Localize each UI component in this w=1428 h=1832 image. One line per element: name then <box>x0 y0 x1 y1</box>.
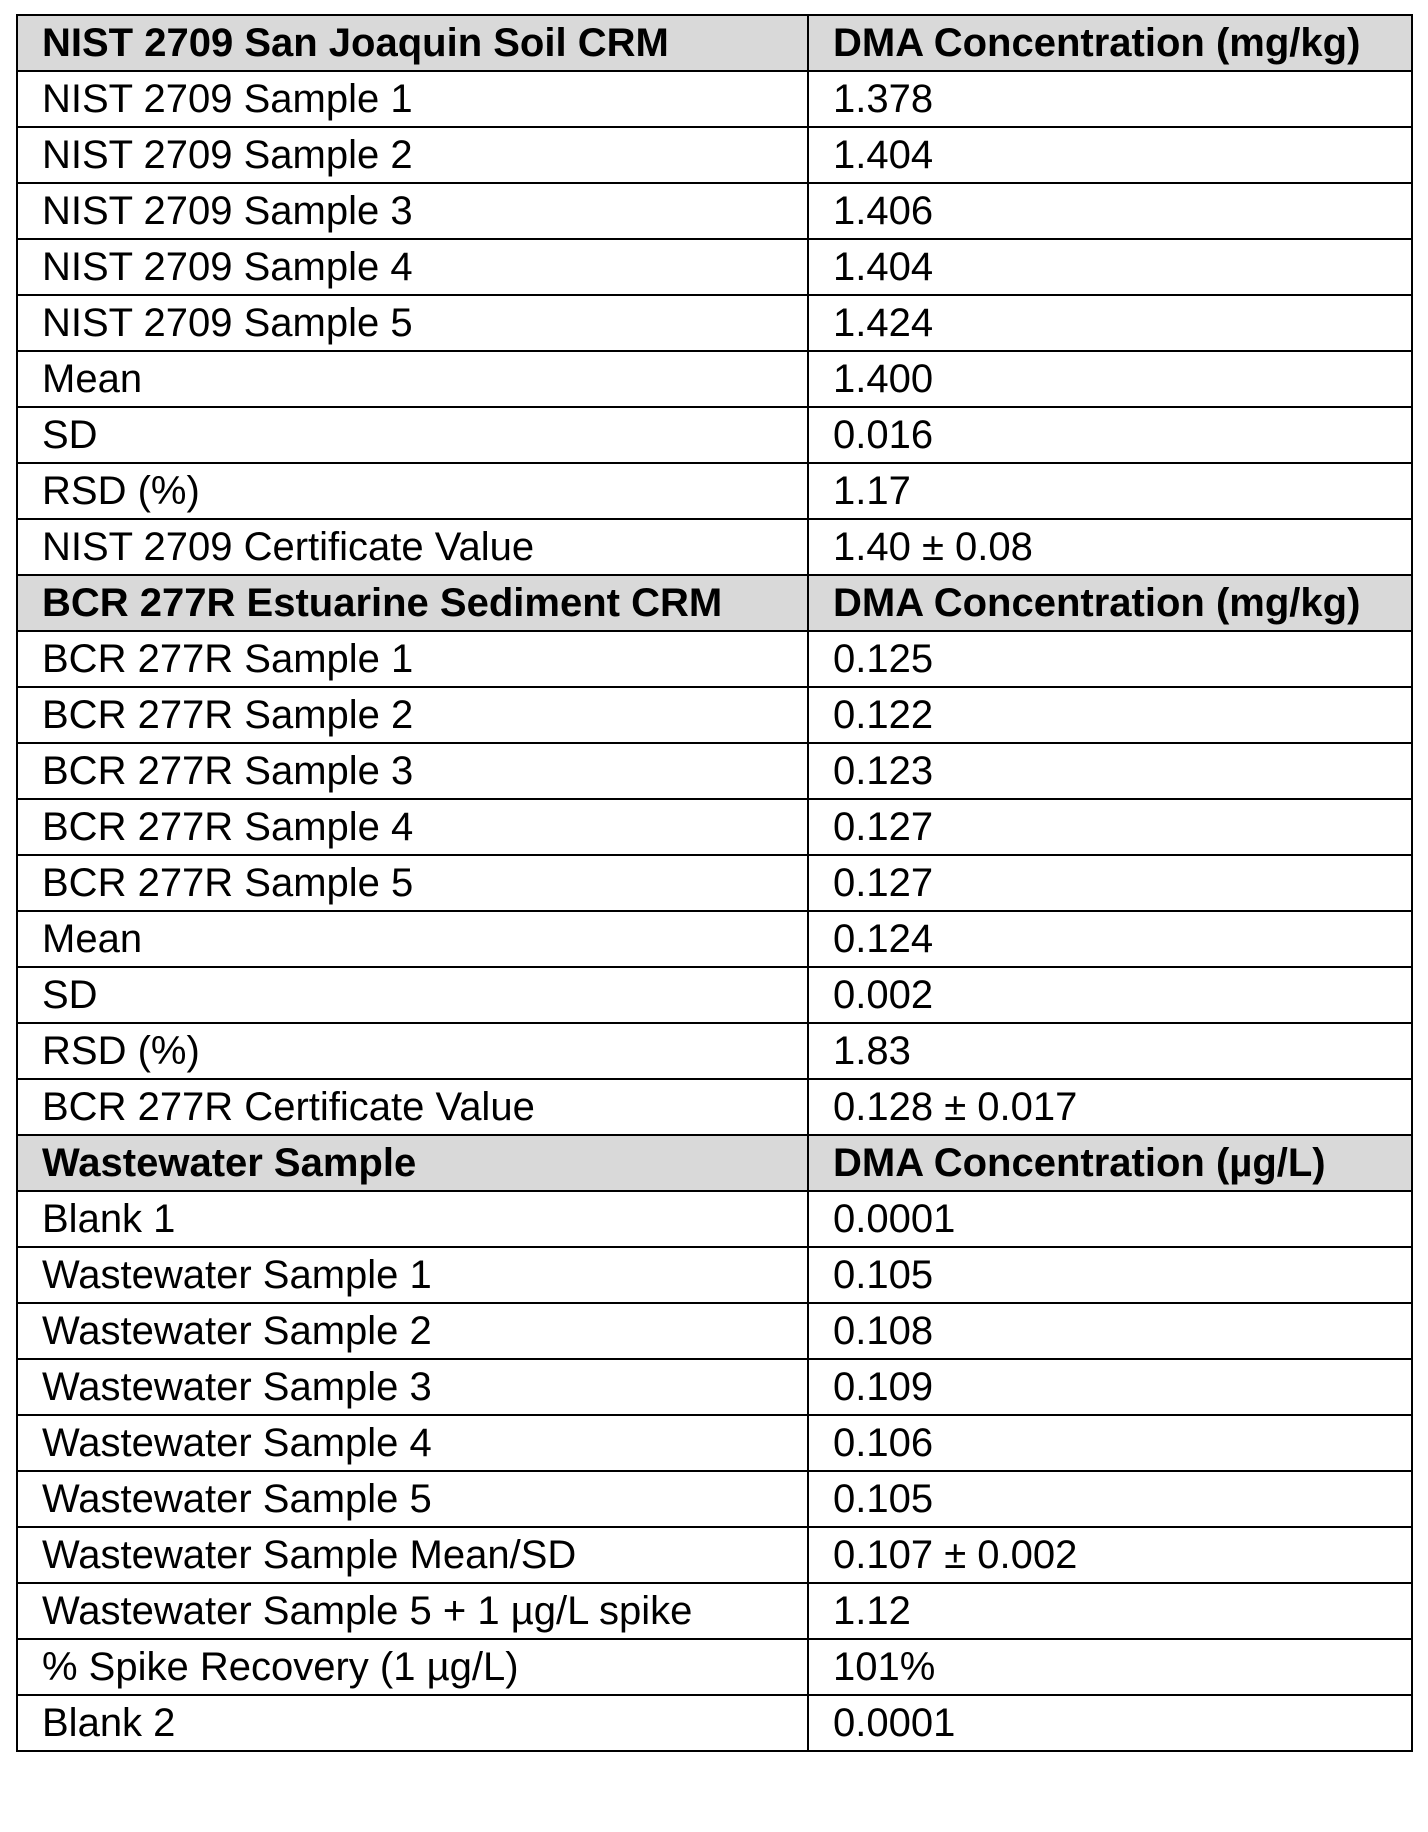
section-header-wastewater: Wastewater Sample DMA Concentration (µg/… <box>16 1134 1413 1192</box>
row-value: 0.122 <box>807 686 1413 744</box>
table-row: NIST 2709 Certificate Value 1.40 ± 0.08 <box>16 518 1413 576</box>
row-label: % Spike Recovery (1 µg/L) <box>16 1638 809 1696</box>
row-value: 1.424 <box>807 294 1413 352</box>
row-label: NIST 2709 Sample 4 <box>16 238 809 296</box>
row-value: 0.016 <box>807 406 1413 464</box>
section-header-label: NIST 2709 San Joaquin Soil CRM <box>16 14 809 72</box>
table-row: Wastewater Sample Mean/SD 0.107 ± 0.002 <box>16 1526 1413 1584</box>
row-value: 1.83 <box>807 1022 1413 1080</box>
table-row: SD 0.016 <box>16 406 1413 464</box>
row-value: 1.404 <box>807 126 1413 184</box>
table-row: BCR 277R Sample 2 0.122 <box>16 686 1413 744</box>
row-label: Mean <box>16 350 809 408</box>
row-value: 0.106 <box>807 1414 1413 1472</box>
row-value: 0.105 <box>807 1246 1413 1304</box>
row-value: 0.0001 <box>807 1190 1413 1248</box>
table-row: Blank 2 0.0001 <box>16 1694 1413 1752</box>
row-label: RSD (%) <box>16 462 809 520</box>
row-value: 0.125 <box>807 630 1413 688</box>
table-row: BCR 277R Sample 4 0.127 <box>16 798 1413 856</box>
row-label: NIST 2709 Sample 1 <box>16 70 809 128</box>
row-label: RSD (%) <box>16 1022 809 1080</box>
section-header-bcr-277r: BCR 277R Estuarine Sediment CRM DMA Conc… <box>16 574 1413 632</box>
table-row: Mean 1.400 <box>16 350 1413 408</box>
row-value: 0.107 ± 0.002 <box>807 1526 1413 1584</box>
row-value: 0.127 <box>807 798 1413 856</box>
row-value: 1.406 <box>807 182 1413 240</box>
row-label: Wastewater Sample 1 <box>16 1246 809 1304</box>
row-label: Blank 2 <box>16 1694 809 1752</box>
table-row: Wastewater Sample 5 + 1 µg/L spike 1.12 <box>16 1582 1413 1640</box>
row-value: 0.127 <box>807 854 1413 912</box>
row-label: Wastewater Sample Mean/SD <box>16 1526 809 1584</box>
section-header-unit: DMA Concentration (mg/kg) <box>807 14 1413 72</box>
table-row: NIST 2709 Sample 3 1.406 <box>16 182 1413 240</box>
row-label: BCR 277R Certificate Value <box>16 1078 809 1136</box>
table-row: SD 0.002 <box>16 966 1413 1024</box>
row-label: Wastewater Sample 5 <box>16 1470 809 1528</box>
table-row: % Spike Recovery (1 µg/L) 101% <box>16 1638 1413 1696</box>
dma-concentration-table: NIST 2709 San Joaquin Soil CRM DMA Conce… <box>16 14 1413 1752</box>
row-value: 0.123 <box>807 742 1413 800</box>
row-value: 0.0001 <box>807 1694 1413 1752</box>
row-value: 1.404 <box>807 238 1413 296</box>
table-row: Wastewater Sample 4 0.106 <box>16 1414 1413 1472</box>
table-row: NIST 2709 Sample 1 1.378 <box>16 70 1413 128</box>
row-label: NIST 2709 Sample 5 <box>16 294 809 352</box>
row-label: Wastewater Sample 3 <box>16 1358 809 1416</box>
table-row: BCR 277R Sample 3 0.123 <box>16 742 1413 800</box>
row-label: BCR 277R Sample 5 <box>16 854 809 912</box>
table-row: NIST 2709 Sample 2 1.404 <box>16 126 1413 184</box>
row-value: 1.12 <box>807 1582 1413 1640</box>
row-value: 0.128 ± 0.017 <box>807 1078 1413 1136</box>
row-value: 1.17 <box>807 462 1413 520</box>
table-row: BCR 277R Sample 5 0.127 <box>16 854 1413 912</box>
row-label: Mean <box>16 910 809 968</box>
section-header-label: BCR 277R Estuarine Sediment CRM <box>16 574 809 632</box>
table-row: BCR 277R Sample 1 0.125 <box>16 630 1413 688</box>
row-label: NIST 2709 Sample 3 <box>16 182 809 240</box>
table-row: RSD (%) 1.17 <box>16 462 1413 520</box>
row-label: BCR 277R Sample 1 <box>16 630 809 688</box>
row-label: BCR 277R Sample 4 <box>16 798 809 856</box>
row-label: NIST 2709 Certificate Value <box>16 518 809 576</box>
table-row: Wastewater Sample 5 0.105 <box>16 1470 1413 1528</box>
row-value: 101% <box>807 1638 1413 1696</box>
row-value: 0.002 <box>807 966 1413 1024</box>
table-row: Blank 1 0.0001 <box>16 1190 1413 1248</box>
row-value: 1.400 <box>807 350 1413 408</box>
row-value: 1.378 <box>807 70 1413 128</box>
table-row: Wastewater Sample 2 0.108 <box>16 1302 1413 1360</box>
row-label: SD <box>16 966 809 1024</box>
table-row: Mean 0.124 <box>16 910 1413 968</box>
row-label: Wastewater Sample 4 <box>16 1414 809 1472</box>
row-label: SD <box>16 406 809 464</box>
table-row: Wastewater Sample 3 0.109 <box>16 1358 1413 1416</box>
section-header-label: Wastewater Sample <box>16 1134 809 1192</box>
row-label: BCR 277R Sample 3 <box>16 742 809 800</box>
section-header-unit: DMA Concentration (µg/L) <box>807 1134 1413 1192</box>
section-header-unit: DMA Concentration (mg/kg) <box>807 574 1413 632</box>
table-row: BCR 277R Certificate Value 0.128 ± 0.017 <box>16 1078 1413 1136</box>
row-value: 0.124 <box>807 910 1413 968</box>
row-value: 0.105 <box>807 1470 1413 1528</box>
row-label: Wastewater Sample 2 <box>16 1302 809 1360</box>
row-label: Blank 1 <box>16 1190 809 1248</box>
table-row: NIST 2709 Sample 4 1.404 <box>16 238 1413 296</box>
row-value: 1.40 ± 0.08 <box>807 518 1413 576</box>
table-row: Wastewater Sample 1 0.105 <box>16 1246 1413 1304</box>
table-row: RSD (%) 1.83 <box>16 1022 1413 1080</box>
table-row: NIST 2709 Sample 5 1.424 <box>16 294 1413 352</box>
row-label: Wastewater Sample 5 + 1 µg/L spike <box>16 1582 809 1640</box>
table-body: NIST 2709 San Joaquin Soil CRM DMA Conce… <box>16 14 1413 1752</box>
section-header-nist-2709: NIST 2709 San Joaquin Soil CRM DMA Conce… <box>16 14 1413 72</box>
row-value: 0.109 <box>807 1358 1413 1416</box>
row-label: BCR 277R Sample 2 <box>16 686 809 744</box>
row-value: 0.108 <box>807 1302 1413 1360</box>
row-label: NIST 2709 Sample 2 <box>16 126 809 184</box>
